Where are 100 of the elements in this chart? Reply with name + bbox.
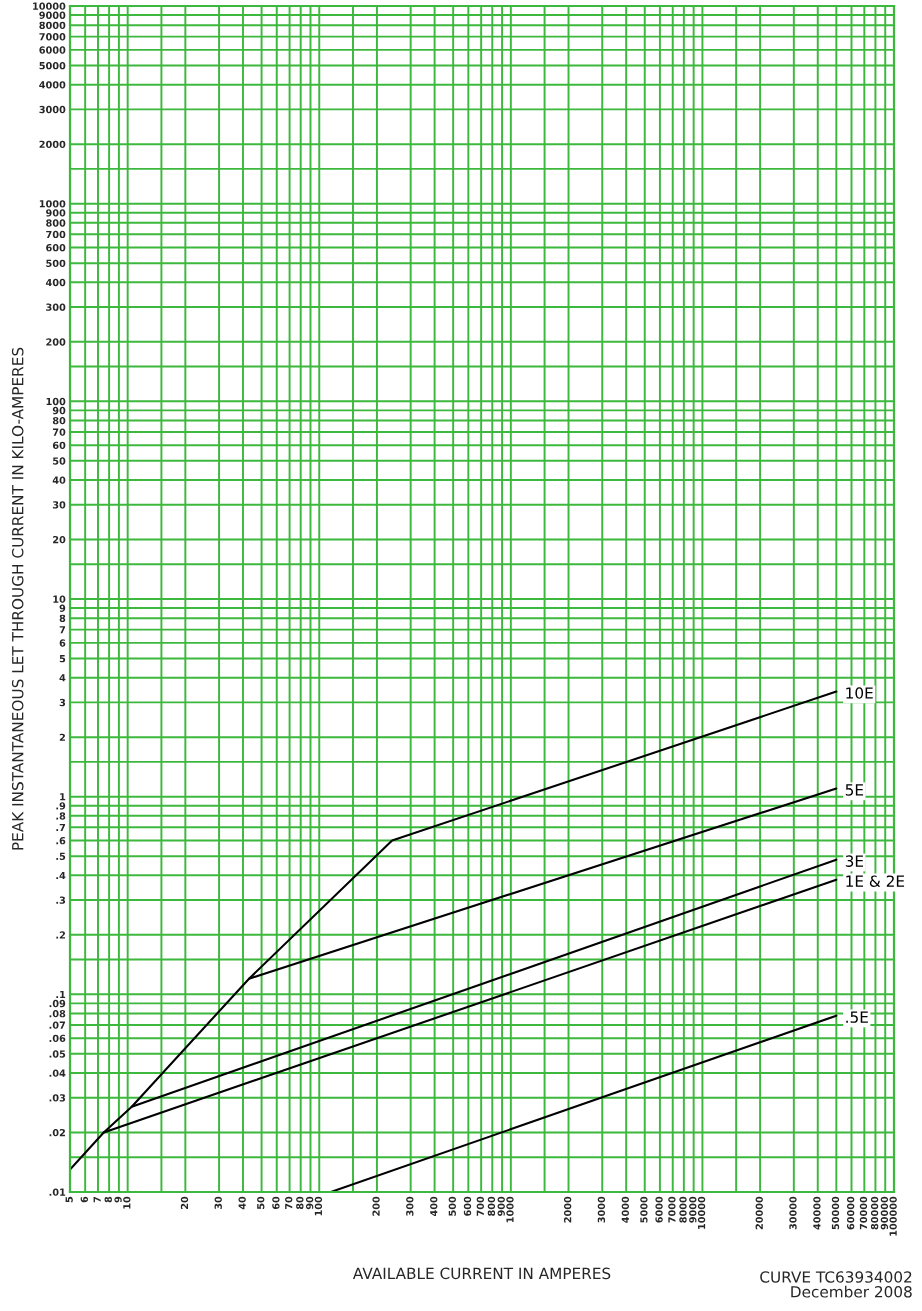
x-tick-label: 6: [80, 1196, 88, 1203]
y-tick-label: 40: [52, 476, 66, 484]
y-tick-label: .8: [56, 812, 66, 820]
y-tick-label: .1: [56, 990, 66, 999]
y-tick-label: .03: [49, 1094, 66, 1102]
y-tick-label: 6: [59, 639, 66, 647]
y-tick-label: 50: [53, 457, 66, 465]
y-tick-label: 300: [46, 303, 66, 311]
y-tick-label: 8: [59, 614, 66, 622]
y-tick-label: 9000: [39, 11, 66, 19]
y-tick-label: .08: [49, 1009, 66, 1018]
y-axis-title: PEAK INSTANTANEOUS LET THROUGH CURRENT IN KILO-AMPERES: [11, 347, 24, 850]
x-tick-label: 1000: [506, 1196, 514, 1223]
x-tick-label: 2000: [563, 1196, 572, 1223]
x-tick-label: 3000: [597, 1196, 606, 1223]
x-tick-label: 200: [372, 1196, 380, 1216]
y-tick-label: 200: [46, 338, 66, 346]
x-tick-label: 30: [214, 1196, 222, 1210]
y-tick-label: .6: [56, 837, 66, 845]
series-label: 3E: [845, 855, 864, 867]
y-tick-label: 90: [52, 406, 66, 415]
x-tick-label: 60000: [846, 1196, 855, 1230]
y-tick-label: 400: [45, 278, 66, 287]
y-tick-label: 800: [46, 219, 66, 227]
x-tick-label: 20: [180, 1196, 189, 1209]
series-label: 5E: [845, 784, 864, 796]
y-tick-label: 7000: [39, 33, 66, 41]
y-tick-label: .07: [49, 1021, 66, 1029]
y-tick-label: 30: [52, 501, 66, 509]
y-tick-label: .5: [56, 852, 66, 860]
x-tick-label: 10: [123, 1196, 131, 1209]
x-tick-label: 7: [93, 1196, 101, 1203]
y-tick-label: .06: [49, 1034, 66, 1043]
y-tick-label: 3: [59, 698, 66, 707]
y-tick-label: 700: [46, 230, 66, 239]
y-tick-label: 10: [53, 595, 66, 603]
x-tick-label: 8: [104, 1196, 112, 1203]
y-tick-label: 9: [59, 604, 66, 612]
x-tick-label: 80: [296, 1196, 304, 1210]
x-tick-label: 90: [305, 1196, 314, 1210]
x-tick-label: 20000: [755, 1196, 763, 1230]
text: CURVE TC63934002 December 2008: [760, 1271, 912, 1298]
x-tick-label: 50000: [831, 1196, 840, 1230]
x-tick-label: 70000: [859, 1196, 868, 1230]
x-tick-label: 600: [463, 1196, 472, 1216]
x-tick-label: 9000: [689, 1196, 697, 1223]
y-tick-label: 10000: [33, 2, 66, 10]
series-label: 1E & 2E: [846, 875, 905, 887]
y-tick-label: .3: [56, 896, 66, 904]
y-tick-label: .4: [56, 871, 66, 880]
y-tick-label: .01: [49, 1188, 66, 1196]
y-tick-label: 20: [53, 535, 66, 544]
x-tick-label: 60: [272, 1196, 280, 1210]
y-tick-label: 80: [52, 416, 66, 425]
series-label: .5E: [846, 1011, 868, 1023]
x-tick-label: 70: [285, 1196, 293, 1210]
y-tick-label: 7: [59, 626, 66, 634]
x-tick-label: 100000: [889, 1196, 897, 1236]
y-tick-label: 60: [52, 441, 66, 450]
x-axis-title: AVAILABLE CURRENT IN AMPERES: [352, 1267, 611, 1280]
x-tick-label: 40: [238, 1196, 246, 1210]
y-tick-label: 2000: [39, 140, 66, 148]
y-tick-label: .7: [56, 823, 66, 831]
x-tick-label: 300: [406, 1196, 414, 1216]
x-tick-label: 800: [487, 1196, 496, 1216]
x-tick-label: 5000: [640, 1196, 648, 1223]
y-tick-label: 100: [46, 397, 66, 406]
y-tick-label: .9: [56, 802, 66, 810]
y-tick-label: 600: [46, 244, 66, 252]
y-tick-label: 900: [46, 209, 66, 217]
y-tick-label: 2: [59, 733, 65, 741]
series-label: 10E: [846, 687, 873, 699]
x-tick-label: 100: [314, 1196, 323, 1216]
y-tick-label: .09: [49, 999, 66, 1008]
y-tick-label: 1: [60, 793, 66, 801]
x-tick-label: 80000: [870, 1196, 879, 1230]
x-tick-label: 10000: [697, 1196, 706, 1229]
y-tick-label: 4: [59, 674, 66, 682]
x-tick-label: 6000: [655, 1196, 663, 1223]
y-tick-label: 70: [52, 428, 66, 436]
x-tick-label: 4000: [621, 1196, 629, 1223]
y-tick-label: 6000: [39, 46, 66, 54]
x-tick-label: 900: [497, 1196, 505, 1216]
x-tick-label: 400: [430, 1196, 438, 1217]
x-tick-label: 30000: [789, 1196, 797, 1230]
x-tick-label: 8000: [679, 1196, 687, 1223]
y-tick-label: .05: [49, 1050, 66, 1058]
x-tick-label: 90000: [880, 1196, 889, 1230]
x-tick-label: 50: [257, 1196, 265, 1209]
y-tick-label: 8000: [39, 21, 66, 29]
x-tick-label: 40000: [813, 1196, 821, 1230]
x-tick-label: 7000: [668, 1196, 676, 1223]
y-tick-label: .2: [56, 931, 65, 939]
x-tick-label: 700: [476, 1196, 484, 1216]
y-tick-label: 5000: [39, 61, 66, 70]
y-tick-label: 1000: [39, 200, 66, 208]
y-tick-label: 4000: [39, 81, 66, 89]
y-tick-label: 3000: [39, 105, 66, 114]
y-tick-label: .04: [49, 1069, 66, 1077]
x-tick-label: 500: [448, 1196, 456, 1216]
